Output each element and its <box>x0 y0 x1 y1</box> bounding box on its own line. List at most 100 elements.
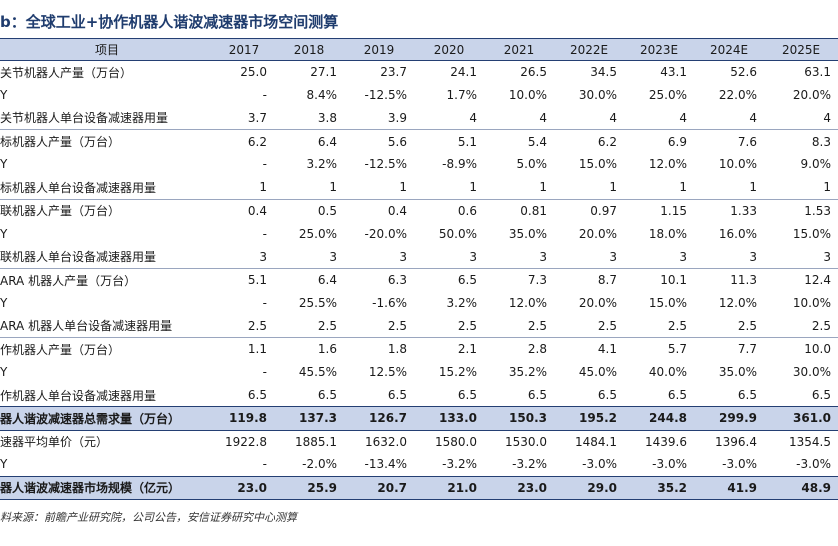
table-cell: 23.0 <box>484 475 554 500</box>
table-cell: 5.4 <box>484 129 554 153</box>
table-cell: 10.1 <box>624 267 694 292</box>
table-cell: 126.7 <box>344 406 414 431</box>
table-cell: 1 <box>539 180 547 195</box>
table-row: 联机器人产量（万台） 0.4 0.5 0.4 0.6 0.81 0.97 1.15 1.33 1.… <box>0 198 838 223</box>
table-cell: 1.53 <box>764 198 838 223</box>
table-cell: 3 <box>823 249 831 264</box>
row-label: 器人谐波减速器市场规模（亿元） <box>0 475 214 500</box>
column-header: 2021 <box>484 38 554 61</box>
table-cell: 6.2 <box>214 129 274 153</box>
table-row: 关节机器人产量（万台） 25.0 27.1 23.7 24.1 26.5 34.5 43.1 5… <box>0 59 838 84</box>
table-cell: 5.1 <box>414 129 484 153</box>
table-row: Y - -2.0% -13.4% -3.2% -3.2% -3.0% -3.0% -3.0% -3… <box>0 453 838 476</box>
table-cell: -3.0% <box>582 457 617 472</box>
table-cell: 25.0% <box>648 88 687 103</box>
table-cell: 1922.8 <box>225 434 267 449</box>
table-cell: 3.8 <box>317 110 337 125</box>
table-cell: 0.5 <box>274 198 344 223</box>
table-cell: 1484.1 <box>575 434 617 449</box>
table-cell: 6.5 <box>387 388 407 403</box>
table-cell: -3.0% <box>722 457 757 472</box>
table-cell: 23.7 <box>344 59 414 84</box>
row-label: 标机器人产量（万台） <box>0 129 214 153</box>
table-cell: 10.0% <box>792 295 831 310</box>
table-cell: 6.5 <box>247 388 267 403</box>
table-cell: 6.2 <box>554 129 624 153</box>
table-row: Y - 8.4% -12.5% 1.7% 10.0% 30.0% 25.0% 22.0% 20.0… <box>0 84 838 107</box>
table-cell: 1.8 <box>344 337 414 361</box>
column-header: 2024E <box>694 38 764 61</box>
table-cell: 7.6 <box>694 129 764 153</box>
row-label: Y <box>0 88 8 103</box>
table-cell: 0.6 <box>414 198 484 223</box>
row-label: Y <box>0 226 8 241</box>
table-row: Y - 45.5% 12.5% 15.2% 35.2% 45.0% 40.0% 35.0% 30.… <box>0 361 838 384</box>
table-cell: 12.0% <box>648 157 687 172</box>
column-header: 2020 <box>414 38 484 61</box>
table-cell: 3.2% <box>446 295 478 310</box>
table-cell: 0.97 <box>554 198 624 223</box>
column-header: 2023E <box>624 38 694 61</box>
table-cell: 8.4% <box>306 88 338 103</box>
table-row: 器人谐波减速器总需求量（万台） 119.8 137.3 126.7 133.0 150.3… <box>0 406 838 431</box>
table-cell: 16.0% <box>718 226 757 241</box>
table-cell: - <box>262 157 267 172</box>
table-cell: -2.0% <box>302 457 337 472</box>
row-label: 联机器人产量（万台） <box>0 198 214 223</box>
table-row: 标机器人产量（万台） 6.2 6.4 5.6 5.1 5.4 6.2 6.9 7.6 8.3 <box>0 129 838 153</box>
table-cell: 6.9 <box>624 129 694 153</box>
table-cell: 1 <box>749 180 757 195</box>
table-cell: 1.15 <box>624 198 694 223</box>
row-label: Y <box>0 295 8 310</box>
table-cell: 48.9 <box>764 475 838 500</box>
table-cell: 1 <box>399 180 407 195</box>
table-cell: 12.5% <box>368 365 407 380</box>
table-cell: 6.5 <box>737 388 757 403</box>
table-row: 联机器人单台设备减速器用量 3 3 3 3 3 3 3 3 3 <box>0 245 838 268</box>
table-cell: 12.0% <box>718 295 757 310</box>
table-cell: 195.2 <box>554 406 624 431</box>
table-row: 关节机器人单台设备减速器用量 3.7 3.8 3.9 4 4 4 4 4 4 <box>0 107 838 130</box>
table-title: b：全球工业+协作机器人谐波减速器市场空间测算 <box>0 13 339 31</box>
table-cell: -1.6% <box>372 295 407 310</box>
table-cell: 150.3 <box>484 406 554 431</box>
table-cell: 9.0% <box>800 157 832 172</box>
table-cell: 3 <box>469 249 477 264</box>
table-cell: 22.0% <box>718 88 757 103</box>
table-cell: 5.7 <box>624 337 694 361</box>
table-cell: 4 <box>469 110 477 125</box>
table-cell: 35.2% <box>508 365 547 380</box>
table-cell: 63.1 <box>764 59 838 84</box>
table-cell: 7.7 <box>694 337 764 361</box>
table-cell: 15.2% <box>438 365 477 380</box>
table-cell: 1.6 <box>274 337 344 361</box>
table-cell: 2.5 <box>667 318 687 333</box>
table-cell: 1439.6 <box>645 434 687 449</box>
table-cell: 244.8 <box>624 406 694 431</box>
table-cell: 3 <box>399 249 407 264</box>
table-cell: 6.5 <box>457 388 477 403</box>
table-cell: - <box>262 365 267 380</box>
table-cell: 10.0% <box>718 157 757 172</box>
table-cell: 4 <box>823 110 831 125</box>
column-header: 2017 <box>214 38 274 61</box>
table-cell: -12.5% <box>364 88 407 103</box>
table-row: 速器平均单价（元） 1922.8 1885.1 1632.0 1580.0 1530.0 1… <box>0 430 838 453</box>
table-cell: 20.0% <box>578 226 617 241</box>
row-label: Y <box>0 157 8 172</box>
table-cell: 41.9 <box>694 475 764 500</box>
table-cell: -3.0% <box>796 457 831 472</box>
row-label: 标机器人单台设备减速器用量 <box>0 180 157 195</box>
table-cell: 3.7 <box>247 110 267 125</box>
table-cell: 1354.5 <box>789 434 831 449</box>
table-cell: 1 <box>823 180 831 195</box>
table-cell: 2.5 <box>317 318 337 333</box>
table-cell: 10.0 <box>764 337 838 361</box>
table-cell: 4 <box>679 110 687 125</box>
table-cell: 45.5% <box>298 365 337 380</box>
row-label: Y <box>0 365 8 380</box>
table-cell: 20.7 <box>344 475 414 500</box>
table-cell: 1 <box>469 180 477 195</box>
table-cell: 299.9 <box>694 406 764 431</box>
table-row: ARA 机器人单台设备减速器用量 2.5 2.5 2.5 2.5 2.5 2.5 2.5 2.5… <box>0 315 838 338</box>
